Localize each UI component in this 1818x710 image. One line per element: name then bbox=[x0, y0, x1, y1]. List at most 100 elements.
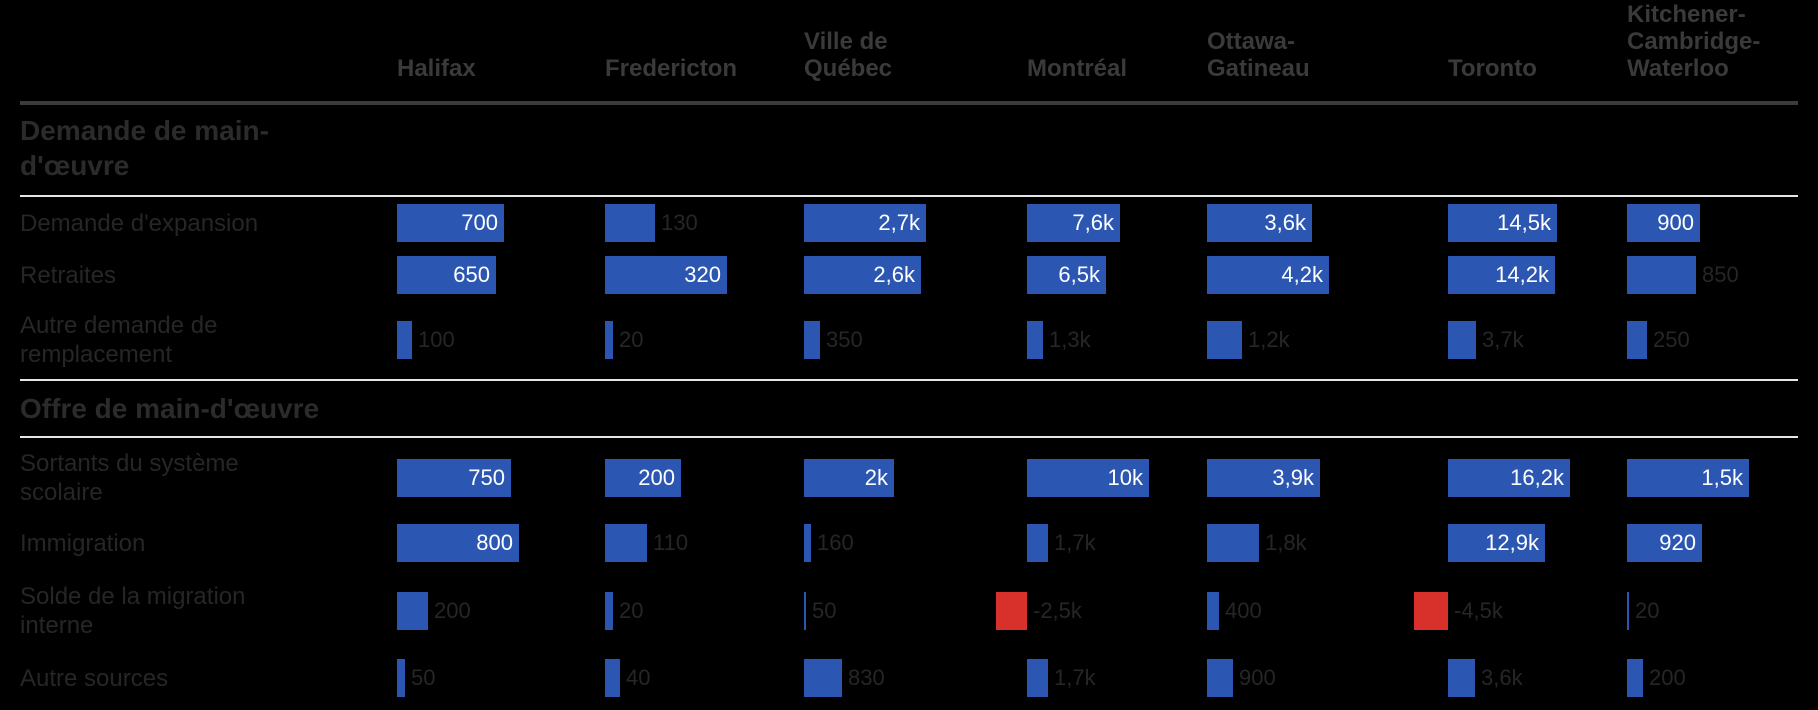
row-label: Autre sources bbox=[20, 664, 169, 692]
bar bbox=[804, 204, 926, 242]
data-label: 12,9k bbox=[1485, 530, 1539, 555]
data-label: 4,2k bbox=[1281, 262, 1323, 287]
data-label: -4,5k bbox=[1454, 598, 1503, 623]
data-label: 40 bbox=[626, 665, 651, 690]
bar bbox=[605, 524, 647, 562]
bar bbox=[397, 659, 405, 697]
bar bbox=[1207, 321, 1242, 359]
bar bbox=[605, 204, 655, 242]
bar bbox=[1448, 459, 1570, 497]
divider-rule bbox=[20, 379, 1798, 381]
data-label: 650 bbox=[453, 262, 490, 287]
data-label: 50 bbox=[812, 598, 837, 623]
row-label: Solde de la migration interne bbox=[20, 583, 246, 639]
data-label: 200 bbox=[1649, 665, 1686, 690]
row-label: Autre demande de remplacement bbox=[20, 312, 218, 368]
bar bbox=[1627, 321, 1647, 359]
bar bbox=[397, 592, 428, 630]
bar bbox=[605, 592, 613, 630]
column-header-2: Fredericton bbox=[605, 55, 738, 82]
data-label: 14,2k bbox=[1495, 262, 1549, 287]
data-label: 3,6k bbox=[1481, 665, 1523, 690]
data-label: 920 bbox=[1659, 530, 1696, 555]
data-label: 14,5k bbox=[1497, 210, 1551, 235]
bar bbox=[804, 321, 820, 359]
divider-rule bbox=[20, 195, 1798, 197]
data-label: 850 bbox=[1702, 262, 1739, 287]
bar bbox=[1027, 659, 1048, 697]
column-header-3: Ville de Québec bbox=[804, 28, 893, 82]
bar bbox=[397, 321, 412, 359]
bar bbox=[1207, 256, 1329, 294]
bar bbox=[1627, 524, 1702, 562]
bar bbox=[1027, 524, 1048, 562]
data-label: 750 bbox=[468, 465, 505, 490]
column-header-4: Montréal bbox=[1027, 55, 1128, 82]
bar bbox=[1448, 524, 1545, 562]
bar bbox=[605, 256, 727, 294]
row-label: Retraites bbox=[20, 261, 117, 289]
data-label: 3,6k bbox=[1264, 210, 1306, 235]
data-label: -2,5k bbox=[1033, 598, 1082, 623]
divider-rule bbox=[20, 436, 1798, 438]
bar bbox=[1448, 321, 1476, 359]
bar bbox=[397, 459, 511, 497]
bar bbox=[397, 256, 496, 294]
bar bbox=[1627, 459, 1749, 497]
row-label: Demande d'expansion bbox=[20, 209, 259, 237]
bar bbox=[605, 459, 681, 497]
bar bbox=[1027, 321, 1043, 359]
bar bbox=[1027, 204, 1120, 242]
data-label: 7,6k bbox=[1072, 210, 1114, 235]
data-label: 20 bbox=[619, 598, 644, 623]
bar bbox=[1627, 204, 1700, 242]
bar bbox=[804, 459, 894, 497]
data-label: 830 bbox=[848, 665, 885, 690]
bar bbox=[1627, 592, 1629, 630]
bar bbox=[804, 524, 811, 562]
data-label: 900 bbox=[1657, 210, 1694, 235]
data-label: 1,5k bbox=[1701, 465, 1743, 490]
data-label: 400 bbox=[1225, 598, 1262, 623]
bar bbox=[1448, 256, 1555, 294]
bar bbox=[1627, 256, 1696, 294]
bar bbox=[804, 659, 842, 697]
bar bbox=[1207, 592, 1219, 630]
data-label: 1,7k bbox=[1054, 530, 1096, 555]
data-label: 200 bbox=[434, 598, 471, 623]
data-label: 2,6k bbox=[873, 262, 915, 287]
bar bbox=[1414, 592, 1448, 630]
bar bbox=[1027, 459, 1149, 497]
data-label: 320 bbox=[684, 262, 721, 287]
data-label: 700 bbox=[461, 210, 498, 235]
data-label: 3,9k bbox=[1272, 465, 1314, 490]
data-label: 350 bbox=[826, 327, 863, 352]
bar bbox=[1207, 659, 1233, 697]
column-header-1: Halifax bbox=[397, 55, 476, 82]
data-label: 20 bbox=[1635, 598, 1660, 623]
data-label: 3,7k bbox=[1482, 327, 1524, 352]
data-label: 1,2k bbox=[1248, 327, 1290, 352]
bar bbox=[804, 592, 806, 630]
bar bbox=[996, 592, 1027, 630]
bar bbox=[1448, 204, 1557, 242]
row-label: Sortants du système scolaire bbox=[20, 450, 239, 506]
bar bbox=[804, 256, 921, 294]
data-label: 50 bbox=[411, 665, 436, 690]
bar bbox=[605, 659, 620, 697]
bar bbox=[605, 321, 613, 359]
bar bbox=[1207, 524, 1259, 562]
column-header-5: Ottawa- Gatineau bbox=[1207, 28, 1310, 82]
data-label: 250 bbox=[1653, 327, 1690, 352]
bar bbox=[1448, 659, 1475, 697]
data-label: 100 bbox=[418, 327, 455, 352]
bar bbox=[1627, 659, 1643, 697]
data-label: 160 bbox=[817, 530, 854, 555]
data-label: 1,3k bbox=[1049, 327, 1091, 352]
data-label: 16,2k bbox=[1510, 465, 1564, 490]
bar bbox=[397, 524, 519, 562]
bar bbox=[1027, 256, 1106, 294]
section-title: Demande de main- d'œuvre bbox=[20, 115, 269, 181]
row-label: Immigration bbox=[20, 529, 146, 557]
